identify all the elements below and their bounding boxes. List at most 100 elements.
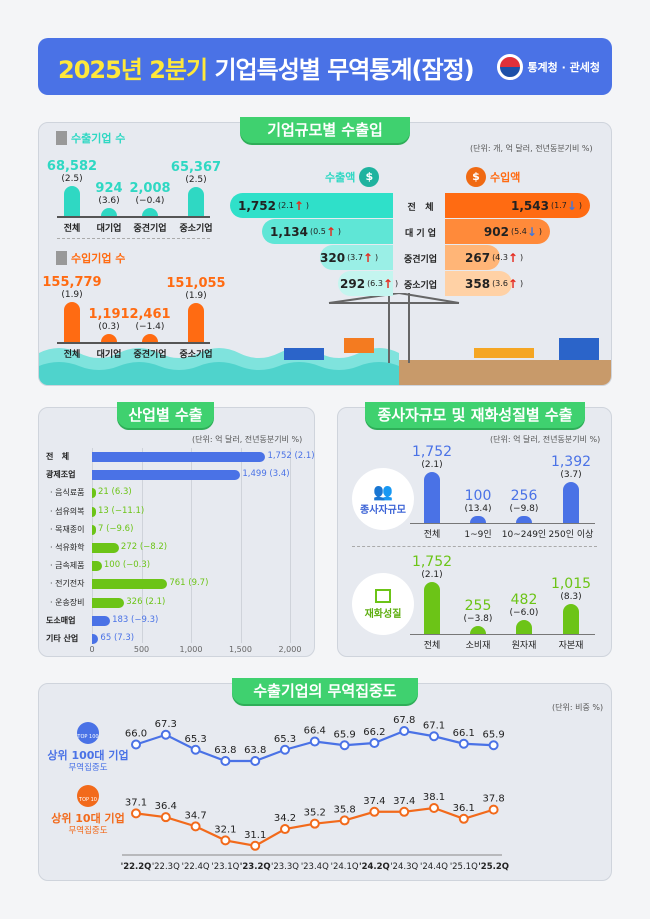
header-banner: 2025년 2분기 기업특성별 무역통계(잠정) 통계청 · 관세청 (38, 38, 612, 95)
x-tick-label: '23.2Q (240, 862, 271, 872)
import-change: (1.7 (550, 201, 567, 210)
bar (563, 603, 579, 634)
bar (516, 515, 532, 523)
export-baseline (57, 216, 210, 218)
data-label: 66.1 (453, 728, 475, 739)
data-point (339, 740, 350, 751)
industry-bar (92, 524, 96, 535)
employee-label: 종사자규모 (360, 505, 406, 516)
unit-note: (단위: 억 달러, 전년동분기비 %) (490, 435, 601, 444)
data-point (369, 806, 380, 817)
data-label: 67.8 (393, 715, 415, 726)
data-label: 35.8 (333, 804, 355, 815)
firm-pct: (−1.4) (135, 322, 165, 332)
data-point (429, 731, 439, 742)
section-title-industry: 산업별 수출 (117, 402, 214, 428)
gridline (141, 448, 143, 643)
goods-badge: 재화성질 (352, 573, 414, 635)
bar-value: 255 (464, 598, 492, 615)
import-firms-label: 수입기업 수 (71, 252, 126, 265)
export-amount-heading: 수출액 $ (325, 167, 380, 187)
rank-badge-icon: TOP 10 (77, 785, 99, 807)
unit-note: (단위: 비중 %) (552, 703, 604, 712)
divider (57, 238, 210, 239)
series-subtitle: 무역집중도 (68, 763, 108, 773)
data-label: 67.3 (155, 719, 177, 730)
import-amount-label: 수입액 (490, 171, 521, 184)
industry-value-label: 183 (−9.3) (112, 614, 159, 625)
industry-bar (92, 470, 241, 481)
industry-value-label: 100 (−0.3) (103, 560, 151, 571)
firm-category: 전체 (63, 224, 81, 234)
x-tick-label: '23.4Q (301, 862, 329, 872)
firm-pct: (3.6) (98, 196, 120, 206)
data-point (220, 835, 231, 846)
x-tick-label: 0 (89, 645, 95, 654)
bar (563, 482, 579, 523)
firm-count: 1,191 (88, 307, 130, 322)
firm-bar (142, 208, 158, 216)
firm-category: 중소기업 (179, 350, 213, 360)
data-label: 63.8 (214, 745, 236, 756)
firm-count: 924 (95, 181, 123, 196)
series-name: 상위 100대 기업 (47, 749, 129, 762)
data-point (309, 818, 320, 829)
data-label: 35.2 (304, 808, 326, 819)
bar-value: 1,752 (411, 444, 453, 460)
export-amount-label: 수출액 (325, 171, 356, 184)
data-label: 66.0 (125, 729, 147, 740)
industry-label: · 목재종이 (50, 524, 85, 534)
data-label: 66.4 (304, 726, 326, 737)
data-label: 37.4 (363, 796, 385, 807)
bar-change: (3.7) (560, 470, 582, 481)
gridline (240, 448, 242, 643)
industry-bar (92, 615, 111, 626)
import-value: 267 (465, 250, 491, 265)
section-title-concentration: 수출기업의 무역집중도 (232, 678, 418, 704)
firm-bar (64, 302, 80, 342)
export-funnel-bar: 1,134 (0.5 ↑) (262, 219, 393, 244)
bar-category: 소비재 (465, 641, 491, 651)
import-change: (5.4 (510, 227, 527, 236)
firm-pct: (2.5) (185, 175, 207, 186)
x-tick-label: '22.2Q (121, 862, 152, 872)
gridline (191, 448, 192, 643)
firm-count: 2,461 (129, 307, 171, 322)
industry-bar (92, 634, 99, 644)
category-label: 전 체 (407, 203, 434, 213)
x-tick-label: '24.2Q (359, 862, 390, 872)
firm-pct: (1.9) (61, 290, 83, 300)
export-change: (2.1 (277, 201, 294, 210)
export-value: 1,134 (270, 224, 308, 239)
data-point (488, 740, 499, 751)
firm-category: 중견기업 (133, 350, 167, 360)
firm-pct: (2.5) (61, 174, 83, 184)
gridline (290, 448, 291, 643)
data-point (131, 808, 141, 819)
data-point (190, 821, 201, 832)
agency-logo: 통계청 · 관세청 (497, 54, 600, 80)
data-point (220, 756, 231, 766)
money-bag-icon: $ (359, 167, 380, 187)
arrow-up-icon: ↑ (507, 250, 518, 265)
bar-change: (8.3) (560, 591, 582, 602)
import-firms-heading: 수입기업 수 (56, 250, 125, 266)
bar-change: (−6.0) (509, 607, 539, 618)
industry-label: · 금속제품 (50, 561, 85, 571)
building-icon (56, 251, 67, 265)
x-tick-label: '24.4Q (420, 862, 448, 872)
industry-bar (92, 561, 102, 572)
data-point (250, 840, 261, 851)
unit-note: (단위: 억 달러, 전년동분기비 %) (192, 435, 303, 444)
import-change: (4.3 (492, 253, 508, 262)
page-title: 2025년 2분기 기업특성별 무역통계(잠정) (58, 50, 475, 85)
data-point (488, 804, 499, 815)
bar-category: 전체 (423, 530, 441, 540)
concentration-panel (38, 683, 612, 881)
import-funnel-bar: 902 (5.4 ↓) (445, 219, 550, 244)
firm-category: 대기업 (96, 350, 122, 360)
data-label: 37.8 (482, 794, 504, 805)
arrow-up-icon: ↑ (325, 224, 336, 239)
data-point (160, 812, 171, 823)
